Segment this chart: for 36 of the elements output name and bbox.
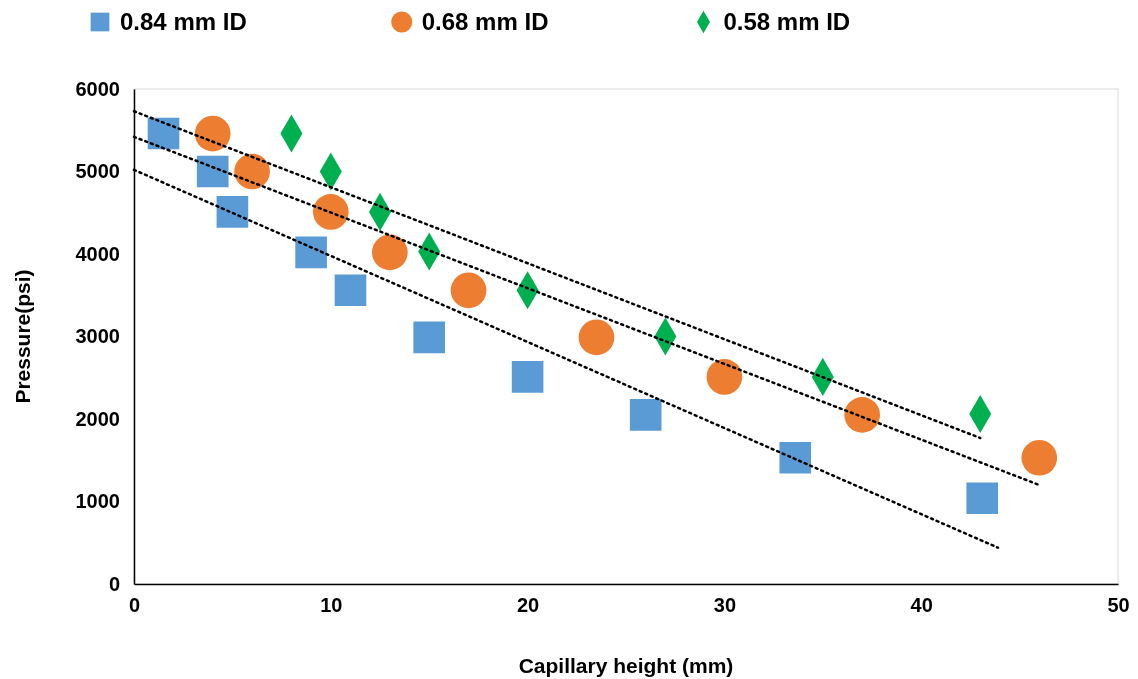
x-tick-label: 40 (910, 594, 933, 617)
x-tick-label: 10 (320, 594, 343, 617)
point (578, 319, 615, 356)
point (779, 441, 812, 474)
point (234, 153, 270, 190)
point (295, 236, 327, 269)
point (966, 482, 999, 515)
point (334, 274, 367, 307)
point (413, 321, 446, 354)
x-tick-label: 0 (128, 594, 141, 617)
x-axis-title: Capillary height (mm) (518, 654, 734, 677)
x-tick-label: 20 (516, 594, 540, 617)
y-tick-label: 4000 (75, 242, 120, 265)
point (844, 397, 880, 433)
point (450, 272, 487, 309)
point (706, 359, 743, 395)
point (629, 399, 662, 431)
x-tick-label: 30 (713, 594, 737, 617)
point (194, 115, 231, 152)
point (1021, 439, 1058, 476)
y-tick-label: 5000 (75, 160, 120, 183)
y-tick-label: 6000 (75, 77, 120, 100)
point (372, 234, 408, 271)
legend-label: 0.58 mm ID (723, 8, 851, 35)
legend-label: 0.68 mm ID (421, 8, 549, 35)
point (196, 155, 229, 188)
y-tick-label: 0 (108, 572, 120, 595)
point (216, 196, 249, 228)
point (312, 194, 349, 230)
y-tick-label: 2000 (75, 407, 120, 430)
y-tick-label: 3000 (75, 325, 120, 348)
y-axis-title: Pressure(psi) (11, 269, 34, 404)
legend-label: 0.84 mm ID (120, 8, 247, 35)
x-tick-label: 50 (1107, 594, 1130, 617)
point (511, 361, 544, 393)
y-tick-label: 1000 (75, 490, 120, 513)
